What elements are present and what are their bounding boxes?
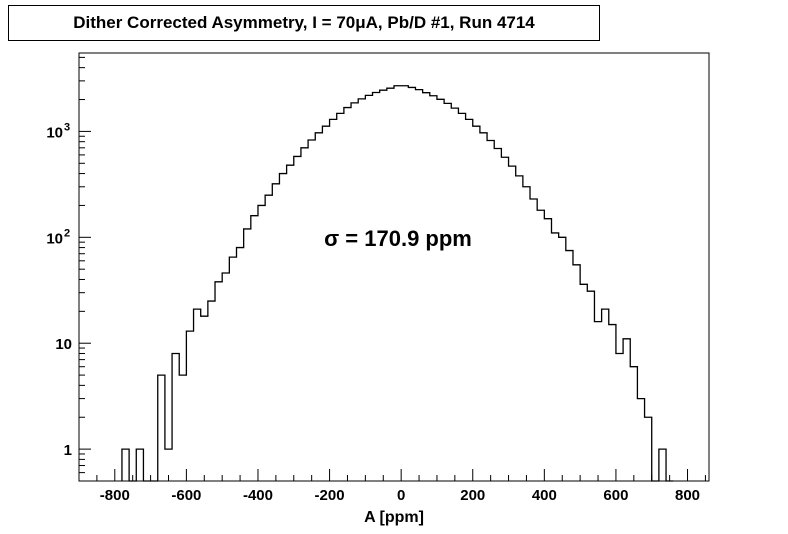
histogram-bin: [466, 119, 473, 481]
histogram-bin: [251, 216, 258, 481]
histogram-bin: [258, 205, 265, 481]
sigma-annotation: σ = 170.9 ppm: [324, 226, 472, 251]
histogram-bin: [244, 229, 251, 481]
histogram-bin: [473, 126, 480, 481]
histogram-bin: [509, 166, 516, 481]
histogram-bin: [287, 165, 294, 481]
histogram-bin: [394, 86, 401, 481]
histogram-bin: [580, 284, 587, 481]
x-tick-label: 400: [532, 487, 557, 504]
histogram-bin: [215, 282, 222, 481]
histogram-bin: [480, 133, 487, 481]
histogram-bin: [430, 96, 437, 481]
y-tick-label: 10: [46, 230, 63, 247]
histogram-bin: [530, 199, 537, 481]
histogram-bin: [659, 449, 666, 481]
histogram-bin: [602, 309, 609, 481]
y-axis-ticks: [79, 56, 91, 482]
histogram-bin: [451, 108, 458, 481]
histogram-bin: [559, 237, 566, 481]
histogram-bin: [623, 339, 630, 481]
x-tick-label: -200: [315, 487, 345, 504]
histogram-bin: [172, 353, 179, 481]
histogram-bin: [458, 113, 465, 481]
histogram-bin: [365, 95, 372, 481]
histogram-bin: [122, 449, 129, 481]
x-tick-label: 800: [675, 487, 700, 504]
histogram-bin: [194, 309, 201, 481]
histogram-bin: [315, 133, 322, 481]
histogram-bin: [179, 375, 186, 481]
histogram-bin: [408, 87, 415, 481]
x-tick-label: -400: [243, 487, 273, 504]
histogram-line: [121, 85, 674, 482]
x-tick-label: 600: [603, 487, 628, 504]
histogram-bin: [630, 367, 637, 481]
histogram-bin: [272, 184, 279, 481]
histogram-bin: [387, 88, 394, 481]
y-tick-label: 10: [46, 124, 63, 141]
plot-frame: [78, 52, 710, 482]
histogram-bin: [237, 248, 244, 481]
histogram-bin: [222, 273, 229, 481]
histogram-bin: [158, 375, 165, 481]
x-axis-title: A [ppm]: [364, 509, 424, 526]
x-tick-label: 200: [460, 487, 485, 504]
histogram-bin: [423, 93, 430, 481]
histogram-bin: [616, 353, 623, 481]
x-tick-label: -600: [171, 487, 201, 504]
histogram-bin: [229, 257, 236, 481]
histogram-bin: [208, 301, 215, 481]
x-axis-tick-labels: -800 -600 -400 -200 0 200 400 600 800: [100, 487, 700, 504]
histogram-bin: [609, 325, 616, 481]
histogram-bin: [494, 148, 501, 481]
y-tick-label-exponent: 3: [64, 121, 70, 133]
histogram-bin: [201, 316, 208, 481]
histogram-bin: [136, 449, 143, 481]
histogram-bin: [301, 148, 308, 481]
histogram-bin: [594, 322, 601, 481]
histogram-bin: [330, 119, 337, 481]
y-tick-label-exponent: 2: [64, 227, 70, 239]
chart-title: Dither Corrected Asymmetry, I = 70μA, Pb…: [73, 13, 535, 32]
histogram-bin: [373, 93, 380, 481]
histogram-bins: [122, 86, 666, 481]
histogram-bin: [501, 157, 508, 481]
histogram-bin: [265, 195, 272, 481]
histogram-bin: [294, 156, 301, 481]
chart-title-box: Dither Corrected Asymmetry, I = 70μA, Pb…: [8, 5, 600, 41]
histogram-bin: [165, 449, 172, 481]
histogram-bin: [444, 103, 451, 481]
x-tick-label: 0: [397, 487, 405, 504]
x-axis-ticks: [78, 469, 706, 481]
histogram-bin: [344, 108, 351, 481]
histogram-bin: [573, 265, 580, 481]
histogram-bin: [487, 141, 494, 481]
histogram-bin: [351, 103, 358, 481]
histogram-bin: [322, 126, 329, 481]
x-tick-label: -800: [100, 487, 130, 504]
histogram-bin: [337, 113, 344, 481]
histogram-bin: [437, 99, 444, 481]
histogram-bin: [645, 417, 652, 481]
histogram-bin: [523, 187, 530, 481]
histogram-bin: [566, 251, 573, 481]
histogram-bin: [380, 90, 387, 481]
histogram-bin: [186, 331, 193, 481]
histogram-bin: [637, 399, 644, 481]
histogram-bin: [544, 219, 551, 481]
histogram-bin: [537, 210, 544, 481]
histogram-bin: [308, 140, 315, 481]
histogram-bin: [516, 176, 523, 481]
histogram-bin: [401, 86, 408, 481]
y-tick-label: 1: [64, 442, 72, 459]
histogram-bin: [279, 174, 286, 481]
y-tick-label: 10: [55, 336, 72, 353]
histogram-bin: [358, 99, 365, 481]
histogram-bin: [552, 233, 559, 481]
histogram-bin: [587, 291, 594, 481]
histogram-bin: [415, 90, 422, 481]
